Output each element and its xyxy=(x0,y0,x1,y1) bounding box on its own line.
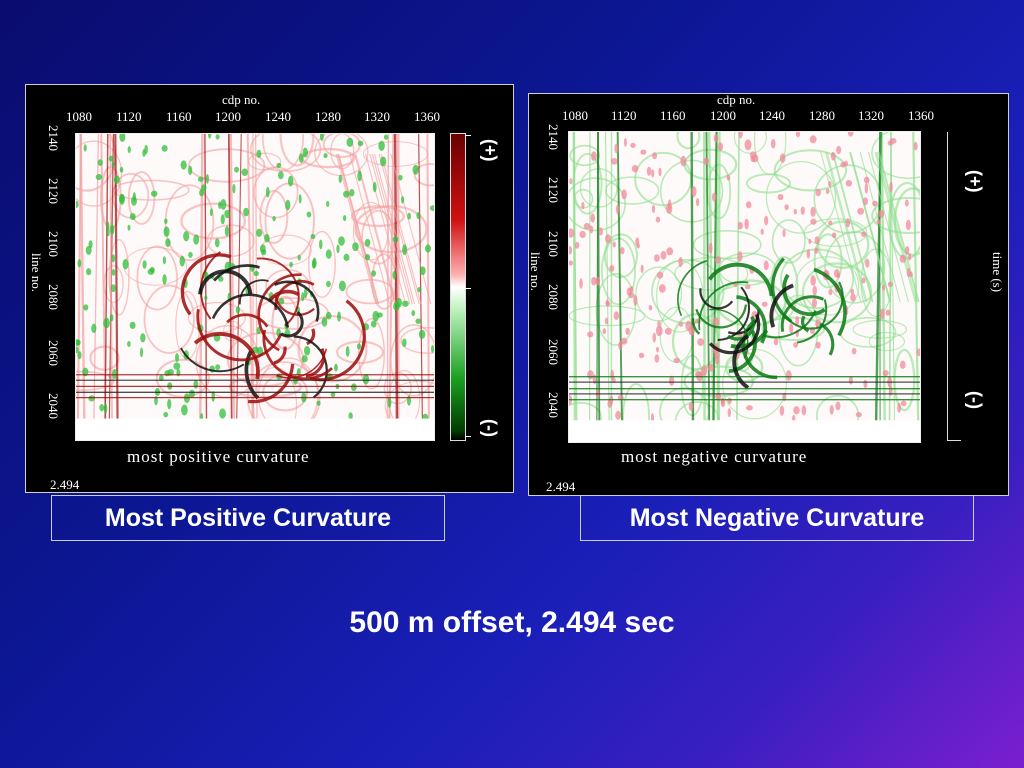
y-tick-label: 2120 xyxy=(546,177,561,203)
y-tick-label: 2120 xyxy=(46,178,61,204)
curvature-map xyxy=(75,133,435,441)
x-tick-label: 1280 xyxy=(809,108,835,123)
y-tick-label: 2040 xyxy=(46,393,61,419)
negative-polarity-label: (-) xyxy=(480,419,500,437)
x-tick-label: 1120 xyxy=(116,109,142,124)
x-tick-label: 1160 xyxy=(660,108,686,123)
x-tick-label: 1200 xyxy=(215,109,241,124)
curvature-map xyxy=(568,131,921,443)
x-tick-label: 1240 xyxy=(265,109,291,124)
curvature-map-image xyxy=(76,134,434,440)
y-axis-title: line no. xyxy=(528,252,543,291)
y-axis-title: line no. xyxy=(29,253,44,292)
positive-polarity-label: (+) xyxy=(965,170,985,193)
slide-subtitle: 500 m offset, 2.494 sec xyxy=(349,606,675,639)
time-slice-value: 2.494 xyxy=(50,477,80,492)
y-tick-label: 2060 xyxy=(46,340,61,366)
color-scale-tick xyxy=(465,436,471,437)
x-tick-label: 1080 xyxy=(562,108,588,123)
color-scale-frame xyxy=(947,132,961,441)
y-tick-label: 2140 xyxy=(546,124,561,150)
x-tick-label: 1320 xyxy=(858,108,884,123)
color-scale-tick xyxy=(465,288,471,289)
time-slice-value: 2.494 xyxy=(546,479,576,494)
x-tick-label: 1160 xyxy=(166,109,192,124)
x-tick-label: 1240 xyxy=(759,108,785,123)
x-axis-title: cdp no. xyxy=(222,92,261,107)
curvature-map-image xyxy=(569,132,920,442)
positive-curvature-label: Most Positive Curvature xyxy=(51,495,445,541)
x-axis-title: cdp no. xyxy=(717,92,756,107)
y-tick-label: 2100 xyxy=(46,231,61,257)
x-tick-label: 1200 xyxy=(710,108,736,123)
positive-polarity-label: (+) xyxy=(480,139,500,162)
positive-curvature-panel: cdp no. 1080 1120 1160 1200 1240 1280 13… xyxy=(25,84,514,493)
color-scale-bar xyxy=(450,133,466,441)
time-axis-title: time (s) xyxy=(990,252,1005,293)
y-tick-label: 2060 xyxy=(546,339,561,365)
color-scale-tick xyxy=(465,135,471,136)
x-tick-label: 1320 xyxy=(364,109,390,124)
y-tick-label: 2140 xyxy=(46,125,61,151)
negative-curvature-label: Most Negative Curvature xyxy=(580,495,974,541)
x-tick-label: 1280 xyxy=(315,109,341,124)
negative-curvature-panel: cdp no. 1080 1120 1160 1200 1240 1280 13… xyxy=(528,92,1009,496)
y-tick-label: 2080 xyxy=(46,284,61,310)
map-caption: most negative curvature xyxy=(621,447,808,466)
x-tick-label: 1360 xyxy=(908,108,934,123)
y-tick-label: 2080 xyxy=(546,284,561,310)
x-tick-label: 1120 xyxy=(611,108,637,123)
x-tick-label: 1360 xyxy=(414,109,440,124)
y-tick-label: 2040 xyxy=(546,392,561,418)
y-tick-label: 2100 xyxy=(546,231,561,257)
map-caption: most positive curvature xyxy=(127,447,310,466)
negative-polarity-label: (-) xyxy=(965,391,985,409)
x-tick-label: 1080 xyxy=(66,109,92,124)
